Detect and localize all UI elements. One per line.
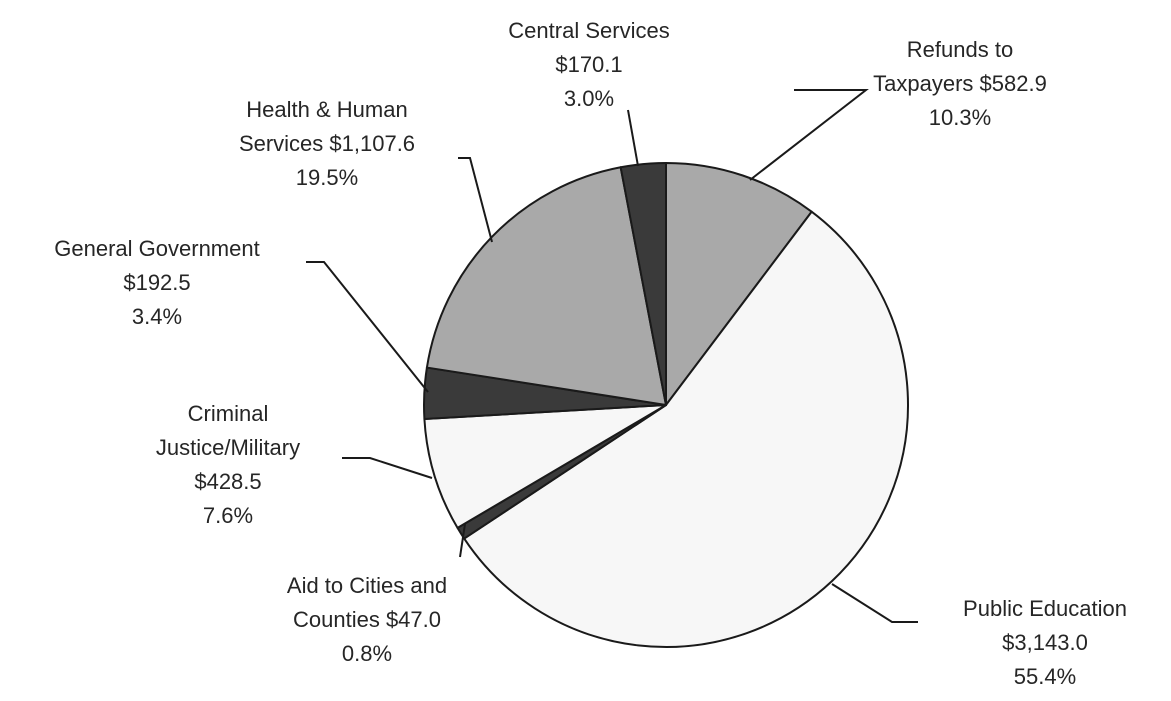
slice-label-refunds: Refunds to Taxpayers $582.9 10.3% [873,37,1047,130]
labels-layer: Refunds to Taxpayers $582.9 10.3% Public Ed… [54,18,1127,689]
slice-label-line: Refunds to [907,37,1013,62]
slice-label-line: General Government [54,236,259,261]
slices-layer [423,162,909,648]
leader-line-central-services [627,109,639,167]
pie-slice-health-human-services [425,166,667,406]
slice-label-aid-cities-counties: Aid to Cities and Counties $47.0 0.8% [287,573,447,666]
leader-line-criminal-justice [342,457,433,479]
leader-line-general-government [306,261,429,393]
leader-line-public-education [831,583,918,623]
slice-label-health-human-services: Health & Human Services $1,107.6 19.5% [239,97,415,190]
slice-label-line: Public Education [963,596,1127,621]
slice-label-line: $170.1 [555,52,622,77]
slice-label-line: Taxpayers $582.9 [873,71,1047,96]
slice-label-line: 3.0% [564,86,614,111]
slice-label-public-education: Public Education $3,143.0 55.4% [963,596,1127,689]
slice-label-line: 7.6% [203,503,253,528]
slice-label-line: Health & Human [246,97,407,122]
pie-slice-central-services [619,162,667,406]
slice-label-line: Justice/Military [156,435,300,460]
pie-slice-refunds [665,162,813,406]
leaders-layer [306,89,918,623]
slice-label-line: $3,143.0 [1002,630,1088,655]
slice-label-central-services: Central Services $170.1 3.0% [508,18,669,111]
slice-label-line: Criminal [188,401,269,426]
slice-label-line: 0.8% [342,641,392,666]
slice-label-criminal-justice: Criminal Justice/Military $428.5 7.6% [156,401,300,528]
slice-label-line: 19.5% [296,165,358,190]
slice-label-line: $428.5 [194,469,261,494]
slice-label-line: Counties $47.0 [293,607,441,632]
slice-label-line: 10.3% [929,105,991,130]
slice-label-line: 3.4% [132,304,182,329]
leader-line-aid-cities-counties [459,523,466,558]
slice-label-line: 55.4% [1014,664,1076,689]
slice-label-line: Services $1,107.6 [239,131,415,156]
pie-slice-public-education [463,210,909,648]
slice-label-line: Aid to Cities and [287,573,447,598]
slice-label-general-government: General Government $192.5 3.4% [54,236,259,329]
pie-slice-criminal-justice [423,404,667,529]
slice-label-line: $192.5 [123,270,190,295]
slice-label-line: Central Services [508,18,669,43]
leader-line-refunds [749,89,869,181]
leader-line-health-human-services [458,157,493,243]
